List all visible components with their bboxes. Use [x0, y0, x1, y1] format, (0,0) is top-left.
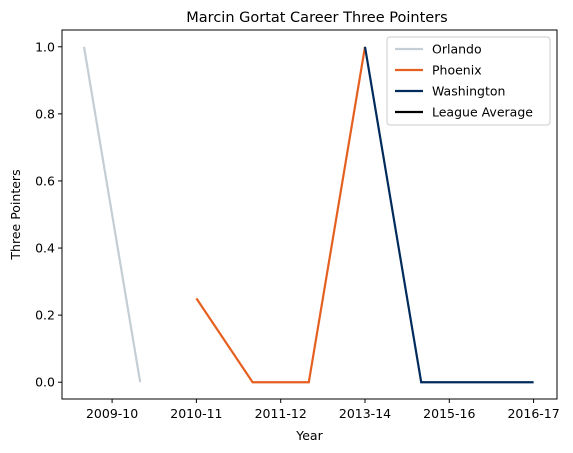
plot-area: [61, 29, 558, 400]
x-tick-label: 2016-17: [507, 406, 559, 421]
legend-label-washington: Washington: [432, 84, 505, 99]
legend-label-phoenix: Phoenix: [432, 63, 482, 78]
series-lines: [82, 46, 534, 384]
x-axis: 2009-10 2010-11 2011-12 2013-14 2015-16 2016-…: [86, 399, 560, 421]
y-tick-label: 0.0: [35, 375, 55, 390]
series-line-orlando: [82, 46, 142, 383]
y-axis-label: Three Pointers: [8, 169, 23, 260]
x-tick-label: 2013-14: [339, 406, 391, 421]
y-tick-label: 0.2: [35, 308, 55, 323]
chart-title: Marcin Gortat Career Three Pointers: [186, 10, 447, 26]
series-line-washington: [363, 46, 534, 384]
legend: Orlando Phoenix Washington League Average: [386, 36, 551, 126]
legend-label-orlando: Orlando: [432, 42, 482, 57]
y-tick-label: 1.0: [35, 39, 55, 54]
x-tick-label: 2015-16: [423, 406, 475, 421]
y-axis: 0.0 0.2 0.4 0.6 0.8 1.0: [35, 39, 62, 390]
legend-box: [386, 36, 551, 126]
plot-frame: [61, 29, 558, 400]
x-tick-label: 2009-10: [86, 406, 138, 421]
x-axis-label: Year: [295, 428, 323, 443]
y-tick-label: 0.8: [35, 106, 55, 121]
legend-label-league-average: League Average: [432, 105, 533, 120]
x-tick-label: 2010-11: [170, 406, 222, 421]
y-tick-label: 0.6: [35, 173, 55, 188]
y-tick-label: 0.4: [35, 241, 55, 256]
series-line-phoenix: [195, 46, 367, 384]
x-tick-label: 2011-12: [255, 406, 307, 421]
